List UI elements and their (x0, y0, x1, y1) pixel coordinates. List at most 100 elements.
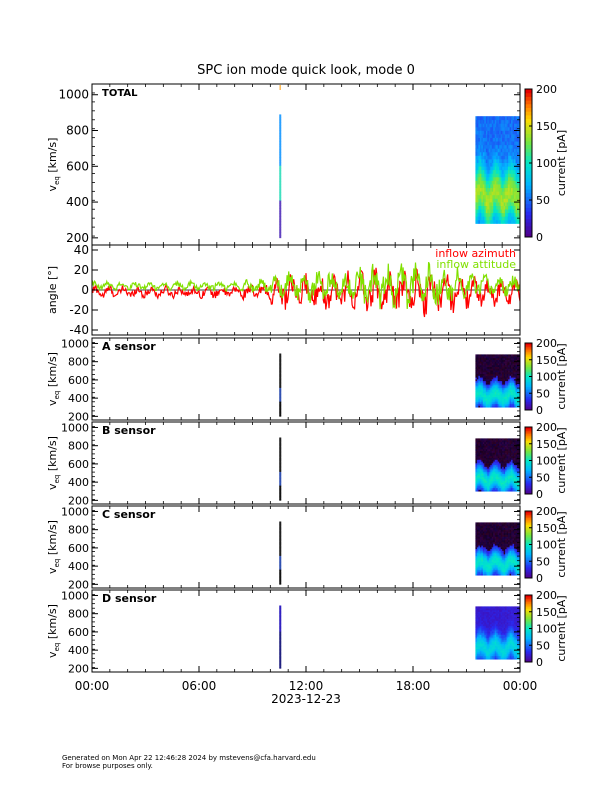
heatmap-cell (487, 525, 490, 528)
heatmap-cell (506, 525, 509, 528)
heatmap-cell (491, 631, 494, 634)
heatmap-cell (499, 394, 501, 397)
heatmap-cell (500, 151, 503, 156)
heatmap-cell (509, 400, 512, 403)
heatmap-cell (485, 155, 488, 160)
heatmap-cell (496, 641, 499, 644)
heatmap-cell (484, 130, 487, 135)
heatmap-cell (506, 489, 509, 492)
heatmap-cell (482, 177, 485, 181)
spike-cell (279, 529, 282, 532)
heatmap-cell (487, 137, 490, 142)
heatmap-cell (512, 173, 515, 178)
heatmap-cell (478, 484, 481, 487)
heatmap-cell (494, 440, 497, 443)
spike-cell (279, 544, 282, 547)
heatmap-cell (484, 398, 487, 401)
heatmap-cell (485, 134, 488, 138)
heatmap-cell (482, 216, 485, 221)
heatmap-cell (491, 209, 494, 214)
heatmap-cell (514, 554, 516, 557)
heatmap-cell (475, 445, 478, 448)
heatmap-cell (497, 473, 500, 476)
heatmap-cell (475, 209, 478, 214)
heatmap-cell (485, 440, 488, 443)
heatmap-cell (487, 625, 490, 628)
heatmap-cell (488, 653, 491, 657)
heatmap-cell (499, 557, 501, 560)
heatmap-cell (512, 219, 515, 224)
heatmap-cell (502, 450, 504, 453)
heatmap-cell (508, 482, 510, 485)
heatmap-cell (496, 180, 499, 185)
heatmap-cell (512, 463, 515, 466)
heatmap-cell (517, 540, 519, 543)
heatmap-cell (512, 191, 515, 196)
heatmap-cell (478, 466, 481, 469)
heatmap-cell (499, 543, 501, 546)
heatmap-cell (500, 459, 503, 462)
heatmap-cell (502, 398, 504, 401)
y-tick-label: 600 (66, 159, 89, 173)
heatmap-cell (496, 380, 499, 383)
colorbar-segment (525, 457, 532, 460)
heatmap-cell (479, 387, 482, 390)
heatmap-cell (496, 475, 499, 478)
colorbar-segment (525, 346, 532, 349)
heatmap-cell (518, 401, 521, 405)
heatmap-cell (487, 370, 490, 373)
heatmap-cell (496, 562, 499, 565)
heatmap-cell (502, 540, 504, 543)
spike-cell (279, 612, 282, 614)
heatmap-cell (502, 489, 504, 492)
heatmap-cell (476, 405, 479, 408)
heatmap-cell (482, 645, 485, 648)
heatmap-cell (490, 657, 493, 660)
heatmap-cell (494, 457, 497, 460)
heatmap-cell (490, 382, 493, 385)
heatmap-cell (515, 187, 518, 192)
heatmap-cell (502, 382, 504, 385)
heatmap-cell (499, 162, 501, 167)
heatmap-cell (515, 382, 518, 385)
heatmap-cell (488, 403, 491, 406)
heatmap-cell (484, 609, 487, 612)
spike-cell (279, 646, 282, 649)
spike-cell (279, 478, 282, 481)
heatmap-cell (514, 159, 516, 164)
heatmap-cell (502, 370, 504, 373)
heatmap-cell (493, 468, 496, 471)
heatmap-cell (517, 532, 519, 536)
y-label-unit: [km/s] (46, 138, 59, 177)
heatmap-cell (482, 364, 485, 368)
heatmap-cell (517, 552, 519, 555)
heatmap-cell (508, 209, 510, 214)
heatmap-cell (518, 137, 521, 142)
heatmap-cell (503, 568, 506, 571)
heatmap-cell (499, 356, 501, 359)
heatmap-cell (502, 393, 504, 396)
heatmap-cell (515, 173, 518, 178)
heatmap-cell (476, 187, 479, 192)
spike-cell (279, 662, 282, 665)
heatmap-cell (509, 389, 512, 392)
heatmap-cell (512, 130, 515, 135)
y-tick-label: 400 (68, 560, 89, 573)
heatmap-cell (493, 363, 496, 366)
heatmap-cell (497, 169, 500, 174)
colorbar-segment (525, 399, 532, 403)
heatmap-cell (518, 159, 521, 164)
heatmap-cell (479, 646, 482, 649)
heatmap-cell (502, 548, 504, 551)
heatmap-cell (514, 566, 516, 569)
heatmap-cell (499, 368, 501, 371)
heatmap-cell (509, 198, 512, 203)
heatmap-cell (500, 372, 503, 375)
colorbar-segment (525, 406, 532, 409)
heatmap-cell (517, 529, 519, 532)
heatmap-cell (497, 571, 500, 574)
heatmap-cell (476, 396, 479, 399)
heatmap-cell (502, 463, 504, 466)
heatmap-cell (490, 454, 493, 457)
heatmap-cell (485, 198, 488, 203)
